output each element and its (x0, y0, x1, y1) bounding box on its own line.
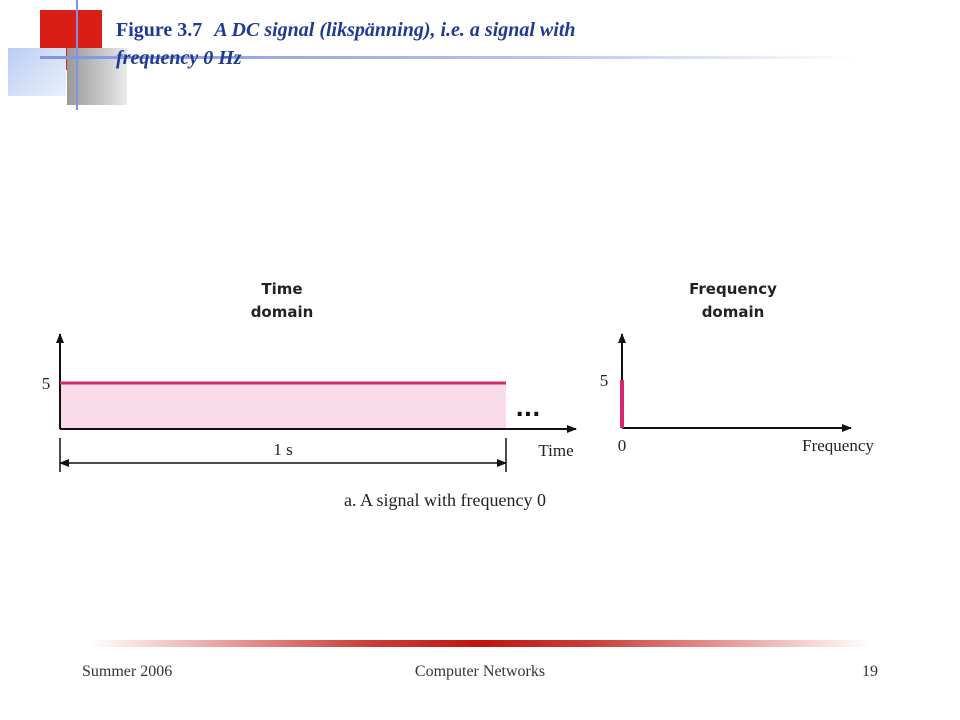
slide-title: Figure 3.7 A DC signal (likspänning), i.e… (116, 16, 586, 72)
footer-term: Summer 2006 (82, 663, 173, 680)
frequency-domain-y-tick-label: 5 (600, 371, 609, 390)
title-caption: A DC signal (likspänning), i.e. a signal… (116, 19, 576, 69)
frequency-domain-x-label: Frequency (802, 436, 874, 455)
title-figure-number: Figure 3.7 (116, 19, 203, 41)
footer-rule (90, 640, 870, 647)
time-domain-graph: Time domain 5 ... Time 1 s (42, 280, 577, 472)
footer-page-number: 19 (862, 663, 878, 680)
time-domain-y-tick-label: 5 (42, 374, 51, 393)
frequency-domain-title-line-1: Frequency (689, 280, 777, 298)
frequency-domain-graph: Frequency domain 5 0 Frequency (600, 280, 875, 455)
time-domain-title-line-2: domain (251, 303, 314, 321)
time-domain-title-line-1: Time (261, 280, 302, 298)
decoration-horizontal-rule (40, 56, 860, 59)
time-domain-x-label: Time (538, 441, 573, 460)
decoration-vertical-rule (76, 0, 78, 110)
time-domain-shaded-area (60, 383, 506, 429)
footer-course-title: Computer Networks (414, 663, 546, 680)
frequency-domain-x-tick-label: 0 (618, 436, 627, 455)
figure-caption: a. A signal with frequency 0 (344, 490, 546, 510)
frequency-domain-title-line-2: domain (702, 303, 765, 321)
duration-label: 1 s (273, 440, 292, 459)
time-domain-continuation-dots: ... (515, 397, 540, 422)
